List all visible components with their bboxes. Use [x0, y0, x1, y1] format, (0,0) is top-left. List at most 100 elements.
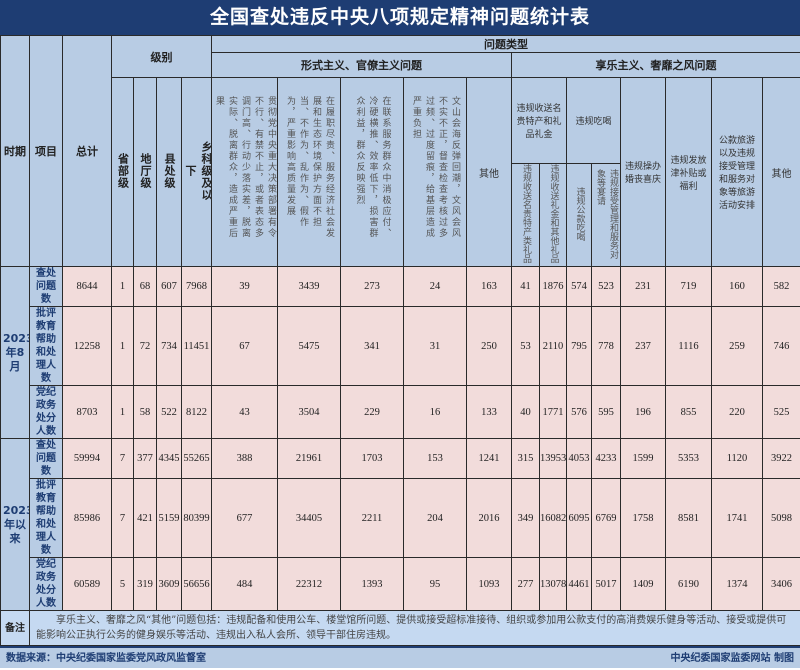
header-formalism-other: 其他	[467, 78, 512, 267]
table-cell: 7968	[182, 267, 212, 307]
row-item-label: 查处问题数	[30, 439, 63, 479]
header-allowances: 违规发放津补贴或福利	[666, 78, 712, 267]
table-cell: 95	[404, 558, 467, 611]
statistics-table-graphic: 全国查处违反中央八项规定精神问题统计表 时期 项目 总计 级别 问题类型 形式主…	[0, 0, 800, 562]
row-item-label: 批评教育帮助和处理人数	[30, 307, 63, 386]
table-cell: 2016	[467, 479, 512, 558]
header-formalism-col-3: 在联系服务群众中消极应付、冷硬横推、效率低下，损害群众利益，群众反映强烈	[341, 78, 404, 267]
table-cell: 40	[512, 386, 540, 439]
notes-text: 享乐主义、奢靡之风“其他”问题包括：违规配备和使用公车、楼堂馆所问题、提供或接受…	[30, 611, 800, 646]
header-level-county: 县处级	[157, 78, 182, 267]
table-cell: 1703	[341, 439, 404, 479]
header-hedonism-other: 其他	[763, 78, 800, 267]
table-cell: 1	[112, 267, 134, 307]
table-cell: 523	[592, 267, 621, 307]
table-cell: 734	[157, 307, 182, 386]
table-cell: 13953	[540, 439, 567, 479]
credit: 中央纪委国家监委网站 制图	[671, 648, 794, 668]
table-cell: 196	[621, 386, 666, 439]
table-cell: 795	[567, 307, 592, 386]
table-cell: 2211	[341, 479, 404, 558]
table-cell: 133	[467, 386, 512, 439]
table-cell: 1241	[467, 439, 512, 479]
header-level-province: 省部级	[112, 78, 134, 267]
table-cell: 58	[134, 386, 157, 439]
header-weddings-funerals: 违规操办婚丧喜庆	[621, 78, 666, 267]
table-cell: 11451	[182, 307, 212, 386]
table-cell: 349	[512, 479, 540, 558]
table-cell: 2110	[540, 307, 567, 386]
table-cell: 1409	[621, 558, 666, 611]
table-cell: 7	[112, 439, 134, 479]
table-cell: 204	[404, 479, 467, 558]
table-cell: 259	[712, 307, 763, 386]
table-cell: 39	[212, 267, 278, 307]
table-cell: 13078	[540, 558, 567, 611]
table-cell: 3609	[157, 558, 182, 611]
header-dining-banquet: 违规接受管理和服务对象等宴请	[592, 164, 621, 267]
period-label: 2023年以来	[1, 439, 30, 611]
table-cell: 4053	[567, 439, 592, 479]
header-level: 级别	[112, 36, 212, 78]
table-cell: 250	[467, 307, 512, 386]
table-cell: 34405	[278, 479, 341, 558]
table-row: 2023年8月查处问题数8644168607796839343927324163…	[1, 267, 800, 307]
header-item: 项目	[30, 36, 63, 267]
table-cell: 273	[341, 267, 404, 307]
table-cell: 677	[212, 479, 278, 558]
table-cell: 341	[341, 307, 404, 386]
table-cell: 576	[567, 386, 592, 439]
table-cell: 67	[212, 307, 278, 386]
table-cell: 6190	[666, 558, 712, 611]
table-cell: 5098	[763, 479, 800, 558]
table-cell: 377	[134, 439, 157, 479]
table-cell: 59994	[63, 439, 112, 479]
table-cell: 6769	[592, 479, 621, 558]
table-cell: 1	[112, 386, 134, 439]
data-source: 数据来源：中央纪委国家监委党风政风监督室	[6, 648, 206, 668]
header-hedonism: 享乐主义、奢靡之风问题	[512, 53, 800, 78]
table-cell: 1093	[467, 558, 512, 611]
header-dining-group: 违规吃喝	[567, 78, 621, 164]
table-cell: 60589	[63, 558, 112, 611]
table-cell: 160	[712, 267, 763, 307]
page-title: 全国查处违反中央八项规定精神问题统计表	[0, 0, 800, 35]
table-cell: 43	[212, 386, 278, 439]
table-cell: 319	[134, 558, 157, 611]
table-cell: 607	[157, 267, 182, 307]
table-cell: 5	[112, 558, 134, 611]
table-cell: 5353	[666, 439, 712, 479]
table-cell: 277	[512, 558, 540, 611]
table-cell: 5159	[157, 479, 182, 558]
table-cell: 5475	[278, 307, 341, 386]
table-cell: 5017	[592, 558, 621, 611]
table-cell: 6095	[567, 479, 592, 558]
table-cell: 484	[212, 558, 278, 611]
table-cell: 1876	[540, 267, 567, 307]
table-cell: 85986	[63, 479, 112, 558]
table-cell: 1120	[712, 439, 763, 479]
table-cell: 1116	[666, 307, 712, 386]
table-cell: 3439	[278, 267, 341, 307]
header-formalism-col-2: 在履职尽责、服务经济社会发展和生态环境保护方面不担当、不作为、乱作为、假作为，严…	[278, 78, 341, 267]
notes-label: 备注	[1, 611, 30, 646]
table-cell: 56656	[182, 558, 212, 611]
table-cell: 4345	[157, 439, 182, 479]
table-cell: 1393	[341, 558, 404, 611]
table-cell: 53	[512, 307, 540, 386]
period-label: 2023年8月	[1, 267, 30, 439]
table-cell: 7	[112, 479, 134, 558]
table-cell: 229	[341, 386, 404, 439]
table-cell: 231	[621, 267, 666, 307]
table-cell: 4233	[592, 439, 621, 479]
row-item-label: 查处问题数	[30, 267, 63, 307]
table-cell: 220	[712, 386, 763, 439]
table-cell: 8581	[666, 479, 712, 558]
header-tourism: 公款旅游以及违规接受管理和服务对象等旅游活动安排	[712, 78, 763, 267]
table-cell: 1758	[621, 479, 666, 558]
table-cell: 388	[212, 439, 278, 479]
table-cell: 22312	[278, 558, 341, 611]
